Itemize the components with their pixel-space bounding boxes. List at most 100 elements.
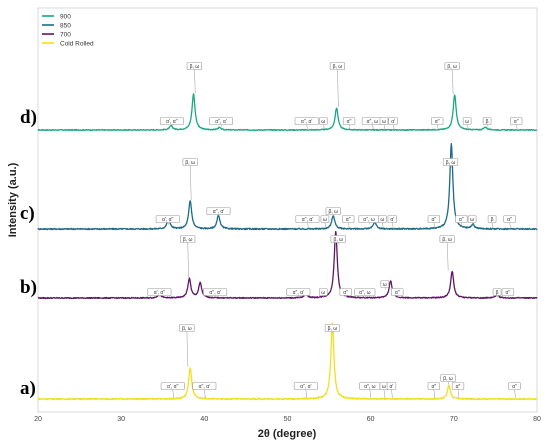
peak-label: α'', ω [359,290,371,296]
peak-annotation: α'', α' [192,382,217,399]
peak-label: α', α'' [162,217,173,223]
x-tick-label: 30 [117,416,125,423]
peak-label: α'' [346,217,351,223]
panel-label: c) [20,203,35,224]
peak-label: α'', ω [363,217,375,223]
peak-label: β [491,217,494,223]
peak-annotation: α'' [391,288,404,298]
peak-annotation: α', α'' [159,117,184,127]
legend-label: 900 [60,13,71,20]
panel-label: b) [20,277,37,298]
peak-label: α' [390,384,394,390]
peak-annotation: β, ω [442,158,459,168]
peak-label: α'' [514,119,519,125]
peak-annotation: α'', α' [206,207,231,217]
peak-annotation: β, ω [440,374,456,385]
peak-annotation: ω [467,215,477,225]
peak-annotation: β, ω [329,62,346,107]
peak-annotation: ω [380,280,390,290]
peak-label: α'', α' [199,384,210,390]
peak-annotation: α'' [427,382,441,399]
peak-label: ω [465,119,469,125]
peak-annotation: β, ω [444,62,460,95]
peak-label: β, ω [328,209,338,215]
legend-label: 700 [60,31,71,38]
peak-annotation: α'' [451,382,465,399]
legend-entry: 700 [42,31,71,38]
peak-label: α'' [505,290,510,296]
peak-label: α' [390,217,394,223]
peak-annotation: β [482,117,492,127]
peak-label: ω [323,217,327,223]
peak-label: α'', α' [301,119,312,125]
peak-label: β, ω [446,160,456,166]
peak-label: α', α'' [154,290,165,296]
peak-annotation: β, ω [186,62,202,94]
peak-label: α'' [435,119,440,125]
x-axis-label: 2θ (degree) [258,428,317,440]
x-tick-label: 50 [284,416,292,423]
peak-annotation: α'', ω [361,117,383,130]
peak-annotation: α'' [431,117,444,130]
peak-annotation: α'' [510,117,523,130]
peak-annotation: α', α'' [147,288,172,298]
peak-annotation: β [492,288,502,298]
peak-label: α'' [512,384,517,390]
peak-label: α'' [431,217,436,223]
peak-annotation: ω [320,215,330,229]
peak-label: ω [321,290,325,296]
peak-label: α'', α' [293,290,304,296]
peak-annotation: α', α'' [155,215,180,225]
peak-label: β, ω [185,160,195,166]
legend: 900 850 700 Cold Rolled [42,13,94,47]
x-tick-label: 20 [34,416,42,423]
peak-label: α'', α' [209,290,220,296]
x-tick-label: 80 [533,416,541,423]
legend-label: Cold Rolled [60,40,94,47]
peak-annotation: β, ω [324,324,341,334]
peak-label: β, ω [443,376,453,382]
peak-label: α'' [343,290,348,296]
peak-label: β, ω [182,326,192,332]
peak-annotation: α'', α' [294,117,319,130]
x-tick-label: 70 [450,416,458,423]
peak-label: β [496,290,499,296]
plot-frame [37,7,538,413]
peak-label: α'' [395,290,400,296]
peak-annotation: α'', α' [209,117,233,127]
legend-entry: 850 [42,22,71,29]
x-tick-label: 40 [200,416,208,423]
peak-annotation: α'', ω [359,382,381,399]
peak-label: ω [321,119,325,125]
series-line-cold-rolled [37,322,538,401]
peak-annotation: α'' [342,215,355,229]
series-line-850 [37,143,538,231]
peak-label: β, ω [183,237,193,243]
peak-label: α'', α' [302,217,313,223]
peak-label: α'' [507,217,512,223]
peak-label: α'', ω [367,119,379,125]
peak-label: ω [382,119,386,125]
peak-label: β, ω [190,64,200,70]
legend-entry: 900 [42,13,71,20]
peak-annotation: α'' [339,288,352,298]
y-axis-label: Intensity (a.u.) [7,162,19,237]
peak-label: ω [383,282,387,288]
panel-label: a) [20,378,36,399]
peak-annotation: α'', α' [203,288,228,298]
x-axis-ticks: 20 30 40 50 60 70 80 [34,416,541,423]
peak-annotation: β, ω [330,235,346,245]
peak-label: α', α'' [167,384,178,390]
peak-label: β, ω [333,237,343,243]
peak-annotation: β, ω [182,158,198,200]
peak-label: α', α'' [166,119,177,125]
peak-annotation: β [487,215,497,229]
peak-annotation: ω [379,117,389,130]
peak-label: ω [470,217,474,223]
peak-annotation: β, ω [325,207,341,217]
peak-annotation: ω [378,215,387,229]
peak-label: α' [391,119,395,125]
peak-annotation: α', α'' [160,382,185,399]
peak-annotation: ω [318,288,328,298]
